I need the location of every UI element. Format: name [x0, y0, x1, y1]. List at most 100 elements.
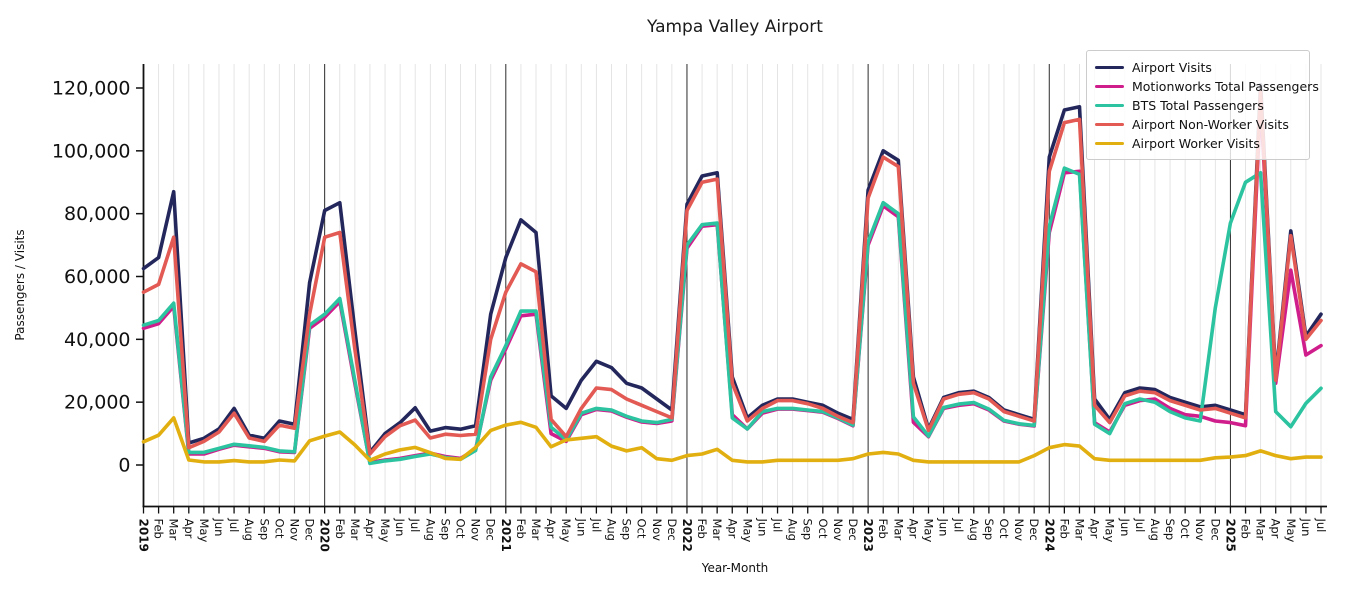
x-tick-label: Mar: [529, 519, 543, 541]
x-tick-label: Apr: [906, 519, 920, 539]
x-tick-label: Apr: [1088, 519, 1102, 539]
x-tick-label: Oct: [272, 519, 286, 539]
x-tick-label: Feb: [1057, 519, 1071, 539]
x-tick-label: Apr: [1269, 519, 1283, 539]
legend-swatch-icon: [1095, 65, 1124, 70]
x-tick-label: 2022: [680, 519, 694, 552]
x-tick-label: Apr: [182, 519, 196, 539]
legend-item: BTS Total Passengers: [1095, 96, 1301, 115]
x-tick-label: Sep: [620, 519, 634, 541]
legend-swatch-icon: [1095, 141, 1124, 146]
x-tick-label: Jul: [408, 518, 422, 533]
x-tick-label: 2019: [137, 519, 151, 552]
legend-swatch-icon: [1095, 122, 1124, 127]
x-tick-label: Feb: [152, 519, 166, 539]
x-tick-label: Jun: [393, 518, 407, 537]
x-tick-label: Mar: [710, 519, 724, 541]
x-tick-label: May: [378, 519, 392, 543]
x-tick-label: Sep: [1163, 519, 1177, 541]
x-tick-label: May: [197, 519, 211, 543]
x-tick-label: Aug: [242, 519, 256, 541]
y-tick-label: 100,000: [52, 140, 131, 162]
x-tick-label: Mar: [891, 519, 905, 541]
legend-swatch-icon: [1095, 103, 1124, 108]
x-tick-label: Jul: [227, 518, 241, 533]
y-tick-label: 80,000: [64, 203, 130, 225]
y-tick-label: 60,000: [64, 266, 130, 288]
x-tick-label: Jul: [1314, 518, 1328, 533]
legend-item: Airport Visits: [1095, 58, 1301, 77]
y-tick-label: 120,000: [52, 78, 131, 100]
series-line-airport-non-worker-visits: [141, 89, 1323, 456]
x-tick-label: Jun: [1299, 518, 1313, 537]
x-tick-label: Apr: [725, 519, 739, 539]
x-tick-label: Apr: [363, 519, 377, 539]
x-tick-label: Jun: [937, 518, 951, 537]
x-tick-label: Oct: [1178, 519, 1192, 539]
x-tick-label: Aug: [786, 519, 800, 541]
x-tick-label: Dec: [1208, 519, 1222, 541]
x-tick-label: Sep: [982, 519, 996, 541]
x-tick-label: Feb: [1239, 519, 1253, 539]
x-tick-label: Nov: [831, 519, 845, 542]
x-tick-label: Jul: [771, 518, 785, 533]
series-line-bts-total-passengers: [141, 166, 1323, 466]
x-tick-label: Dec: [665, 519, 679, 541]
x-tick-label: 2020: [318, 519, 332, 552]
x-tick-label: Mar: [167, 519, 181, 541]
x-tick-label: Aug: [604, 519, 618, 541]
x-tick-label: Feb: [514, 519, 528, 539]
x-tick-label: Mar: [1072, 519, 1086, 541]
x-tick-label: Nov: [650, 519, 664, 542]
x-tick-label: May: [559, 519, 573, 543]
legend-swatch-icon: [1095, 84, 1124, 89]
x-tick-label: Nov: [469, 519, 483, 542]
x-tick-label: Feb: [876, 519, 890, 539]
x-tick-label: Jun: [755, 518, 769, 537]
x-tick-label: Jul: [1133, 518, 1147, 533]
legend-label: Airport Visits: [1132, 60, 1212, 75]
x-tick-label: Feb: [333, 519, 347, 539]
series-line-airport-worker-visits: [141, 416, 1323, 464]
y-tick-label: 20,000: [64, 392, 130, 414]
x-tick-label: Oct: [454, 519, 468, 539]
x-tick-label: Jun: [212, 518, 226, 537]
x-tick-label: Aug: [423, 519, 437, 541]
x-tick-label: Jul: [589, 518, 603, 533]
x-tick-label: Mar: [348, 519, 362, 541]
y-axis-label: Passengers / Visits: [13, 229, 27, 340]
x-tick-label: Aug: [1148, 519, 1162, 541]
x-tick-label: Mar: [1254, 519, 1268, 541]
y-tick-label: 40,000: [64, 329, 130, 351]
x-tick-label: 2023: [861, 519, 875, 552]
x-tick-label: May: [1284, 519, 1298, 543]
legend-item: Airport Non-Worker Visits: [1095, 115, 1301, 134]
legend: Airport Visits Motionworks Total Passenge…: [1086, 50, 1319, 160]
x-tick-label: Dec: [484, 519, 498, 541]
legend-item: Motionworks Total Passengers: [1095, 77, 1319, 96]
x-tick-label: Dec: [1027, 519, 1041, 541]
x-tick-label: Apr: [544, 519, 558, 539]
legend-label: BTS Total Passengers: [1132, 98, 1264, 113]
x-tick-label: Jul: [952, 518, 966, 533]
legend-label: Motionworks Total Passengers: [1132, 79, 1319, 94]
x-tick-label: 2021: [499, 519, 513, 552]
x-tick-label: May: [922, 519, 936, 543]
x-tick-label: May: [740, 519, 754, 543]
x-tick-label: Nov: [287, 519, 301, 542]
legend-label: Airport Non-Worker Visits: [1132, 117, 1289, 132]
x-tick-label: Sep: [801, 519, 815, 541]
x-tick-label: Dec: [303, 519, 317, 541]
x-tick-label: Feb: [695, 519, 709, 539]
x-tick-label: Oct: [816, 519, 830, 539]
x-tick-label: Nov: [1012, 519, 1026, 542]
x-tick-label: Nov: [1193, 519, 1207, 542]
x-tick-label: Dec: [846, 519, 860, 541]
x-tick-label: Sep: [438, 519, 452, 541]
x-tick-label: May: [1103, 519, 1117, 543]
x-tick-label: Oct: [635, 519, 649, 539]
x-tick-label: Aug: [967, 519, 981, 541]
x-axis-label: Year-Month: [701, 561, 769, 575]
